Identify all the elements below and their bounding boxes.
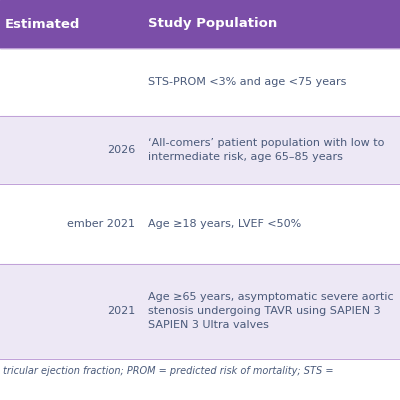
Text: intermediate risk, age 65–85 years: intermediate risk, age 65–85 years <box>148 152 343 162</box>
Text: ‘All-comers’ patient population with low to: ‘All-comers’ patient population with low… <box>148 138 384 148</box>
Text: Age ≥18 years, LVEF <50%: Age ≥18 years, LVEF <50% <box>148 219 301 229</box>
Bar <box>0 48 400 116</box>
Bar <box>0 184 400 264</box>
Text: 2026: 2026 <box>107 145 135 155</box>
Text: 2021: 2021 <box>107 306 135 316</box>
Text: SAPIEN 3 Ultra valves: SAPIEN 3 Ultra valves <box>148 320 269 330</box>
Text: tricular ejection fraction; PROM = predicted risk of mortality; STS =: tricular ejection fraction; PROM = predi… <box>3 366 334 376</box>
Bar <box>0 359 400 400</box>
Text: STS-PROM <3% and age <75 years: STS-PROM <3% and age <75 years <box>148 77 346 87</box>
Text: Estimated: Estimated <box>5 18 80 30</box>
Text: Age ≥65 years, asymptomatic severe aortic: Age ≥65 years, asymptomatic severe aorti… <box>148 292 394 302</box>
Bar <box>0 116 400 184</box>
Text: ember 2021: ember 2021 <box>67 219 135 229</box>
Text: stenosis undergoing TAVR using SAPIEN 3: stenosis undergoing TAVR using SAPIEN 3 <box>148 306 381 316</box>
Text: Study Population: Study Population <box>148 18 277 30</box>
Bar <box>0 0 400 48</box>
Bar <box>0 264 400 359</box>
